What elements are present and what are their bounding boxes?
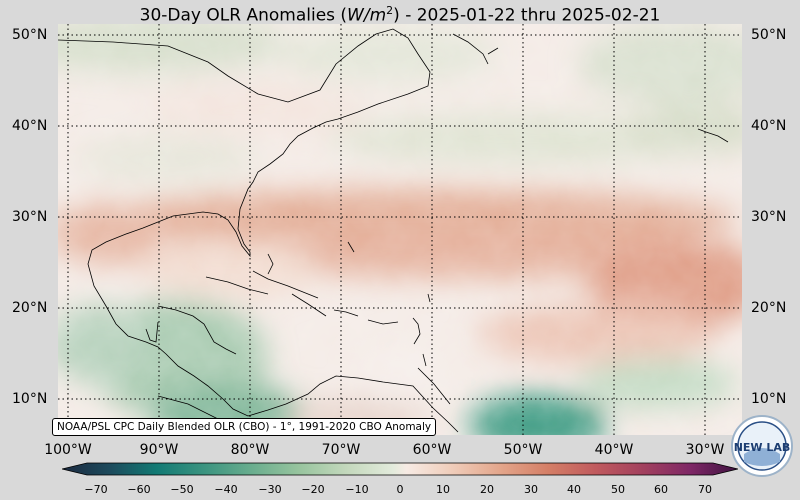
lon-label: 60°W xyxy=(412,442,452,458)
lat-label-left: 50°N xyxy=(12,27,48,43)
lat-label-left: 20°N xyxy=(12,300,48,316)
colorbar-tick: 70 xyxy=(698,483,712,496)
colorbar-tick: −10 xyxy=(345,483,369,496)
map-title: 30-Day OLR Anomalies (W/m2) - 2025-01-22… xyxy=(0,0,800,27)
colorbar-tick: 0 xyxy=(396,483,404,496)
lon-label: 80°W xyxy=(230,442,270,458)
lon-label: 40°W xyxy=(594,442,634,458)
colorbar-tick: 20 xyxy=(480,483,494,496)
lat-label-right: 50°N xyxy=(751,27,787,43)
colorbar-tick: 50 xyxy=(611,483,625,496)
coastlines xyxy=(58,28,729,433)
lat-label-right: 30°N xyxy=(751,209,787,225)
lon-label: 100°W xyxy=(44,442,92,458)
colorbar-tick: 10 xyxy=(436,483,450,496)
olr-anomaly-map xyxy=(58,24,742,435)
lat-label-right: 40°N xyxy=(751,118,787,134)
colorbar-tick: 60 xyxy=(654,483,668,496)
title-unit-exponent: 2 xyxy=(386,4,394,17)
lon-label: 90°W xyxy=(139,442,179,458)
lon-label: 70°W xyxy=(321,442,361,458)
colorbar-tick: 40 xyxy=(567,483,581,496)
colorbar-ramp xyxy=(62,462,738,476)
colorbar-tick: −40 xyxy=(214,483,238,496)
lat-label-right: 10°N xyxy=(751,391,787,407)
colorbar-tick: −70 xyxy=(84,483,108,496)
colorbar-tick: −30 xyxy=(258,483,282,496)
colorbar-tick: −60 xyxy=(127,483,151,496)
colorbar xyxy=(62,462,738,476)
lat-label-left: 10°N xyxy=(12,391,48,407)
title-suffix: ) - 2025-01-22 thru 2025-02-21 xyxy=(393,5,661,26)
lat-label-right: 20°N xyxy=(751,300,787,316)
lat-label-left: 30°N xyxy=(12,209,48,225)
lat-label-left: 40°N xyxy=(12,118,48,134)
lon-label: 50°W xyxy=(503,442,543,458)
title-prefix: 30-Day OLR Anomalies ( xyxy=(139,5,348,26)
lon-label: 30°W xyxy=(685,442,725,458)
data-source-credit: NOAA/PSL CPC Daily Blended OLR (CBO) - 1… xyxy=(52,418,437,436)
colorbar-tick: −20 xyxy=(301,483,325,496)
colorbar-tick: −50 xyxy=(170,483,194,496)
noaa-psl-logo-icon[interactable]: NEW LAB xyxy=(730,414,794,478)
title-unit: W/m xyxy=(347,5,387,26)
colorbar-tick: 30 xyxy=(524,483,538,496)
logo-text: NEW LAB xyxy=(734,441,791,454)
graticule xyxy=(58,24,742,435)
anomaly-texture xyxy=(58,24,742,435)
